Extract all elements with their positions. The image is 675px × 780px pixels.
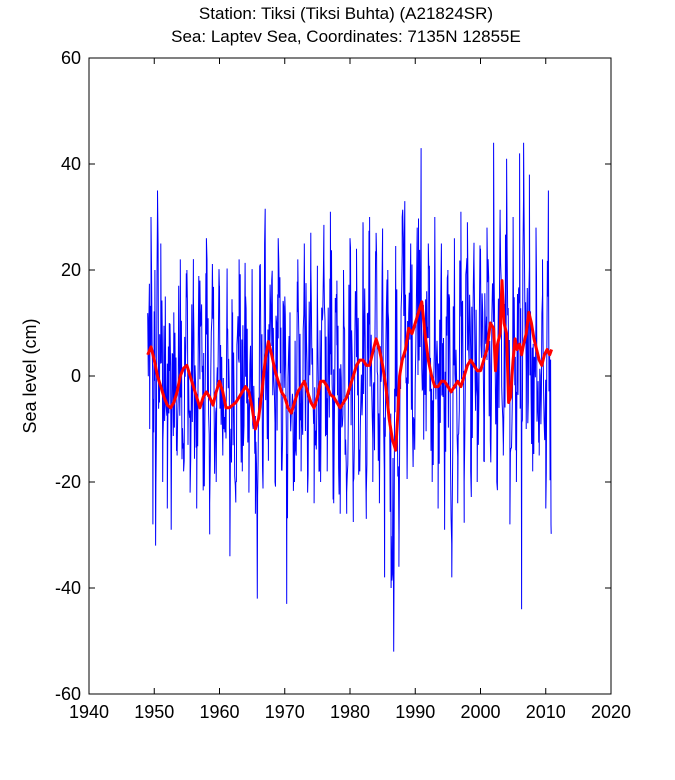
y-tick-label: 60 bbox=[61, 48, 81, 68]
x-tick-label: 1990 bbox=[395, 702, 435, 722]
x-tick-label: 1960 bbox=[199, 702, 239, 722]
monthly-sea-level-line bbox=[147, 142, 552, 652]
x-tick-label: 2010 bbox=[526, 702, 566, 722]
monthly-sea-level-series bbox=[147, 142, 552, 652]
y-axis-label: Sea level (cm) bbox=[20, 318, 40, 433]
chart-title-line2: Sea: Laptev Sea, Coordinates: 7135N 1285… bbox=[171, 27, 521, 46]
chart-title-line1: Station: Tiksi (Tiksi Buhta) (A21824SR) bbox=[199, 4, 493, 23]
y-tick-label: 0 bbox=[71, 366, 81, 386]
x-tick-label: 1970 bbox=[265, 702, 305, 722]
x-tick-label: 2000 bbox=[460, 702, 500, 722]
x-tick-label: 1980 bbox=[330, 702, 370, 722]
y-tick-label: 40 bbox=[61, 154, 81, 174]
smoothed-sea-level-series bbox=[146, 279, 554, 452]
x-tick-label: 2020 bbox=[591, 702, 631, 722]
y-tick-label: -60 bbox=[55, 684, 81, 704]
smoothed-sea-level-line bbox=[146, 279, 554, 452]
y-tick-label: -20 bbox=[55, 472, 81, 492]
x-tick-label: 1940 bbox=[69, 702, 109, 722]
y-tick-label: -40 bbox=[55, 578, 81, 598]
y-tick-label: 20 bbox=[61, 260, 81, 280]
axes: 1940 1950 1960 1970 1980 1990 2000 2010 2020 60 40… bbox=[55, 48, 631, 722]
x-tick-label: 1950 bbox=[134, 702, 174, 722]
